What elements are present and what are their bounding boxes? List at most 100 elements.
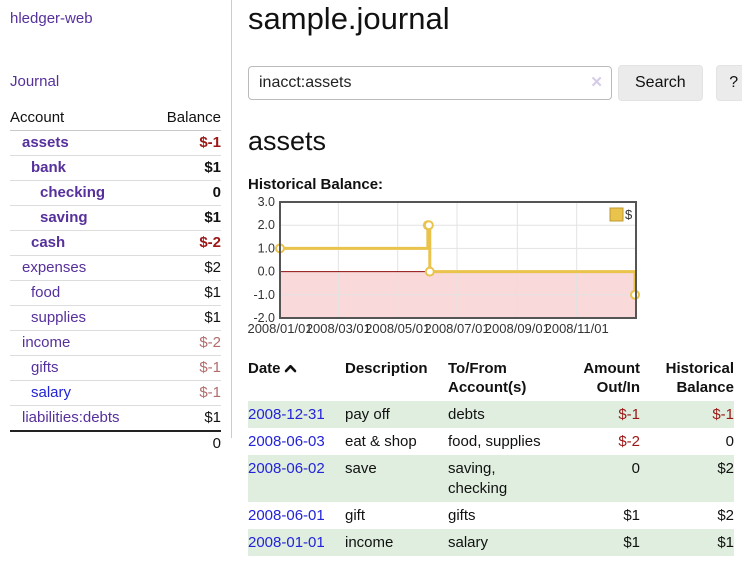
svg-text:2008/11/01: 2008/11/01 (545, 321, 609, 336)
svg-text:2008/09/01: 2008/09/01 (485, 321, 550, 336)
account-row: liabilities:debts $1 (10, 405, 221, 432)
balance-column-header: Balance (151, 106, 221, 131)
clear-search-icon[interactable]: ✕ (590, 74, 603, 92)
account-balance: $-2 (151, 330, 221, 356)
search-button[interactable]: Search (618, 65, 703, 102)
transaction-accounts: gifts (448, 506, 476, 524)
transaction-description: income (345, 533, 394, 551)
register-header-date[interactable]: Date (248, 357, 345, 401)
main-content: sample.journal ✕ Search ? assets Histori… (232, 0, 742, 556)
account-link-food[interactable]: food (31, 284, 61, 301)
register-header-description: Description (345, 359, 428, 377)
account-row: checking 0 (10, 180, 221, 206)
account-link-checking[interactable]: checking (40, 184, 106, 201)
transaction-date-link[interactable]: 2008-06-01 (248, 506, 325, 524)
account-heading: assets (248, 126, 327, 157)
account-row: gifts $-1 (10, 355, 221, 381)
transaction-balance: $1 (717, 533, 734, 551)
transaction-date-link[interactable]: 2008-01-01 (248, 533, 325, 551)
transaction-description: gift (345, 506, 366, 524)
account-balance: $1 (151, 305, 221, 331)
chart-label: Historical Balance: (248, 175, 384, 193)
account-row: expenses $2 (10, 255, 221, 281)
account-balance: $1 (151, 280, 221, 306)
svg-text:2008/05/01: 2008/05/01 (365, 321, 430, 336)
transaction-row: 2008-01-01 income salary $1 $1 (248, 528, 734, 556)
svg-text:2008/01/01: 2008/01/01 (248, 321, 313, 336)
account-balance: 0 (151, 180, 221, 206)
total-balance: 0 (10, 430, 221, 456)
account-link-saving[interactable]: saving (40, 209, 88, 226)
transaction-row: 2008-06-03 eat & shop food, supplies $-2 0 (248, 428, 734, 455)
register-header-amount: Amount Out/In (583, 359, 640, 396)
account-row: cash $-2 (10, 230, 221, 256)
account-row: salary $-1 (10, 380, 221, 406)
transaction-accounts: saving, checking (448, 459, 508, 497)
transaction-date-link[interactable]: 2008-06-03 (248, 432, 325, 450)
account-row: income $-2 (10, 330, 221, 356)
account-link-assets[interactable]: assets (22, 134, 69, 151)
account-link-liabilities-debts[interactable]: liabilities:debts (22, 409, 120, 426)
account-row: food $1 (10, 280, 221, 306)
account-link-gifts[interactable]: gifts (31, 359, 59, 376)
transaction-amount: $-1 (618, 405, 640, 423)
help-button[interactable]: ? (715, 65, 742, 102)
transaction-amount: $-2 (618, 432, 640, 450)
transaction-row: 2008-06-02 save saving, checking 0 $2 (248, 454, 734, 502)
account-balance: $1 (151, 155, 221, 181)
transaction-amount: $1 (623, 533, 640, 551)
transaction-amount: $1 (623, 506, 640, 524)
account-table-body: assets $-1 bank $1 checking 0 saving $1 cash $-2 e… (10, 130, 221, 432)
account-table-header-row: Account Balance (10, 106, 221, 131)
svg-text:2008/07/01: 2008/07/01 (424, 321, 489, 336)
app-title-link[interactable]: hledger-web (10, 10, 93, 27)
svg-text:0.0: 0.0 (258, 264, 275, 278)
account-column-header: Account (10, 106, 152, 131)
transaction-accounts: debts (448, 405, 485, 423)
account-link-cash[interactable]: cash (31, 234, 66, 251)
search-box: ✕ (248, 66, 612, 101)
transaction-description: eat & shop (345, 432, 417, 450)
account-balance: $1 (151, 205, 221, 231)
account-link-expenses[interactable]: expenses (22, 259, 87, 276)
transaction-row: 2008-06-01 gift gifts $1 $2 (248, 502, 734, 529)
historical-balance-chart: $3.0 2.0 1.0 0.0 -1.0 -2.0 2008/01/01 2008/03/0… (248, 195, 742, 341)
account-balance: $-1 (151, 380, 221, 406)
account-balance-table: Account Balance assets $-1 bank $1 checking 0… (10, 106, 221, 456)
register-table-body: 2008-12-31 pay off debts $-1 $-1 2008-06-03 ea… (248, 400, 734, 556)
sidebar: hledger-web Journal Account Balance asse… (0, 0, 232, 456)
account-link-salary[interactable]: salary (31, 384, 72, 401)
account-balance: $-1 (151, 355, 221, 381)
balance-chart-svg: $3.0 2.0 1.0 0.0 -1.0 -2.02008/01/012008/03/0… (248, 195, 641, 336)
account-row: supplies $1 (10, 305, 221, 331)
svg-text:3.0: 3.0 (258, 195, 275, 209)
transaction-description: pay off (345, 405, 390, 423)
register-header-accounts: To/From Account(s) (448, 359, 527, 396)
account-link-supplies[interactable]: supplies (31, 309, 87, 326)
account-link-income[interactable]: income (22, 334, 71, 351)
transaction-amount: 0 (631, 459, 640, 477)
account-balance: $2 (151, 255, 221, 281)
sidebar-item-journal[interactable]: Journal (10, 73, 60, 90)
svg-text:1.0: 1.0 (258, 241, 275, 255)
transaction-accounts: food, supplies (448, 432, 541, 450)
svg-text:-2.0: -2.0 (253, 311, 275, 325)
account-balance: $-2 (151, 230, 221, 256)
transaction-balance: $2 (717, 459, 734, 477)
account-link-bank[interactable]: bank (31, 159, 67, 176)
register-table: Date Description To/From Account(s) Amou… (248, 357, 734, 556)
transaction-description: save (345, 459, 377, 477)
register-header-balance: Historical Balance (665, 359, 734, 396)
transaction-accounts: salary (448, 533, 489, 551)
transaction-date-link[interactable]: 2008-12-31 (248, 405, 325, 423)
svg-text:-1.0: -1.0 (253, 287, 275, 301)
account-row: bank $1 (10, 155, 221, 181)
transaction-date-link[interactable]: 2008-06-02 (248, 459, 325, 477)
register-header-row: Date Description To/From Account(s) Amou… (248, 357, 734, 401)
transaction-balance: $-1 (712, 405, 734, 423)
svg-text:2008/03/01: 2008/03/01 (306, 321, 371, 336)
search-input[interactable] (248, 66, 612, 101)
page-title: sample.journal (248, 1, 450, 36)
account-balance: $-1 (151, 130, 221, 156)
account-row: saving $1 (10, 205, 221, 231)
